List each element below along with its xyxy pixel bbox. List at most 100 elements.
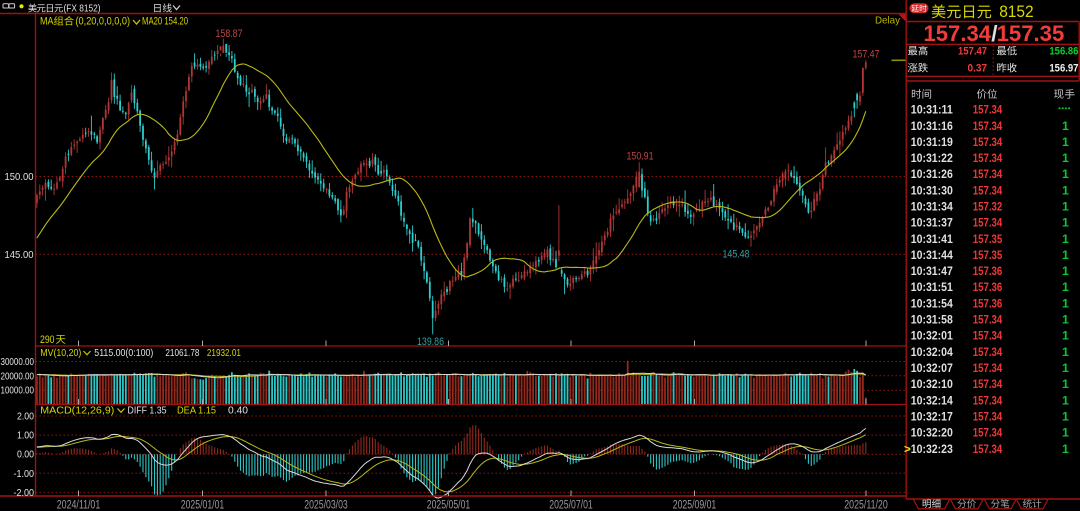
- svg-text:10:31:44: 10:31:44: [911, 248, 953, 262]
- svg-text:0.40: 0.40: [228, 405, 248, 417]
- svg-text:2024/11/01: 2024/11/01: [57, 500, 101, 511]
- svg-text:1: 1: [1062, 426, 1069, 440]
- svg-text:10:32:14: 10:32:14: [911, 393, 953, 407]
- svg-text:157.34: 157.34: [973, 119, 1003, 133]
- svg-text:10:31:30: 10:31:30: [911, 183, 953, 197]
- svg-text:1.00: 1.00: [17, 431, 34, 442]
- svg-text:10:31:34: 10:31:34: [911, 200, 953, 214]
- svg-text:290: 290: [40, 334, 55, 346]
- svg-text:-2.00: -2.00: [14, 488, 35, 499]
- svg-text:5115.00(0:100): 5115.00(0:100): [94, 347, 153, 359]
- svg-text:1: 1: [1062, 135, 1069, 149]
- svg-text:10:32:20: 10:32:20: [911, 426, 953, 440]
- svg-text:DEA 1.15: DEA 1.15: [177, 405, 216, 417]
- svg-text:1: 1: [1062, 377, 1069, 391]
- svg-text:158.87: 158.87: [216, 28, 243, 40]
- svg-text:1: 1: [1062, 345, 1069, 359]
- svg-text:10:32:17: 10:32:17: [911, 409, 953, 423]
- svg-text:10:31:41: 10:31:41: [911, 232, 953, 246]
- svg-text:157.36: 157.36: [973, 264, 1003, 278]
- svg-text:10:31:19: 10:31:19: [911, 135, 953, 149]
- svg-text:10:31:54: 10:31:54: [911, 296, 953, 310]
- svg-text:10:31:51: 10:31:51: [911, 280, 953, 294]
- svg-text:MACD(12,26,9): MACD(12,26,9): [40, 405, 114, 417]
- svg-text:0.37: 0.37: [968, 63, 988, 75]
- svg-text:/: /: [991, 21, 998, 46]
- svg-text:10:32:10: 10:32:10: [911, 377, 953, 391]
- svg-text:21932.01: 21932.01: [207, 347, 241, 359]
- svg-text:1: 1: [1062, 167, 1069, 181]
- svg-text:2025/07/01: 2025/07/01: [549, 500, 593, 511]
- svg-text:157.36: 157.36: [973, 280, 1003, 294]
- svg-text:145.00: 145.00: [5, 249, 34, 261]
- svg-text:1: 1: [1062, 232, 1069, 246]
- svg-text:157.34: 157.34: [973, 409, 1003, 423]
- svg-text:2025/05/01: 2025/05/01: [427, 500, 471, 511]
- svg-text:(0,20,0,0,0,0): (0,20,0,0,0,0): [76, 16, 131, 28]
- svg-text:1: 1: [1062, 280, 1069, 294]
- svg-text:157.34: 157.34: [973, 183, 1003, 197]
- svg-text:-1.00: -1.00: [14, 469, 35, 480]
- svg-text:150.00: 150.00: [5, 171, 34, 183]
- svg-text:156.97: 156.97: [1049, 63, 1078, 75]
- svg-text:1: 1: [1062, 393, 1069, 407]
- svg-text:1: 1: [1062, 329, 1069, 343]
- svg-text:2.00: 2.00: [17, 411, 34, 422]
- svg-text:139.86: 139.86: [417, 336, 444, 348]
- svg-text:2025/11/20: 2025/11/20: [844, 500, 888, 511]
- svg-text:10:31:16: 10:31:16: [911, 119, 953, 133]
- svg-text:30000.00: 30000.00: [1, 357, 35, 368]
- svg-text:157.34: 157.34: [973, 442, 1003, 456]
- svg-text:157.47: 157.47: [958, 46, 987, 58]
- svg-text:10:31:11: 10:31:11: [911, 103, 953, 117]
- svg-text:2025/09/01: 2025/09/01: [673, 500, 717, 511]
- svg-text:157.34: 157.34: [973, 377, 1003, 391]
- svg-text:157.35: 157.35: [997, 21, 1065, 46]
- svg-text:1: 1: [1062, 183, 1069, 197]
- svg-text:2025/01/01: 2025/01/01: [181, 500, 225, 511]
- svg-text:0.00: 0.00: [17, 450, 34, 461]
- svg-text:>: >: [904, 444, 911, 456]
- svg-text:10000.00: 10000.00: [1, 386, 35, 397]
- svg-text:1: 1: [1062, 248, 1069, 262]
- svg-text:2025/03/03: 2025/03/03: [304, 500, 348, 511]
- svg-text:157.35: 157.35: [973, 248, 1003, 262]
- svg-text:157.34: 157.34: [924, 21, 992, 46]
- svg-text:10:31:37: 10:31:37: [911, 216, 953, 230]
- svg-text:157.34: 157.34: [973, 329, 1003, 343]
- svg-text:150.91: 150.91: [627, 151, 654, 163]
- svg-text:10:32:01: 10:32:01: [911, 329, 953, 343]
- svg-text:10:31:26: 10:31:26: [911, 167, 953, 181]
- svg-text:MA: MA: [40, 16, 54, 28]
- svg-text:157.34: 157.34: [973, 393, 1003, 407]
- svg-text:157.34: 157.34: [973, 345, 1003, 359]
- svg-text:157.32: 157.32: [973, 200, 1003, 214]
- svg-text:10:31:58: 10:31:58: [911, 313, 953, 327]
- svg-text:MV(10,20): MV(10,20): [40, 347, 81, 359]
- svg-text:156.86: 156.86: [1049, 46, 1078, 58]
- svg-text:21061.78: 21061.78: [165, 347, 199, 359]
- svg-text:157.34: 157.34: [973, 361, 1003, 375]
- svg-text:157.34: 157.34: [973, 103, 1003, 117]
- svg-text:1: 1: [1062, 313, 1069, 327]
- svg-text:1: 1: [1062, 151, 1069, 165]
- svg-text:157.47: 157.47: [853, 49, 880, 61]
- svg-text:10:32:07: 10:32:07: [911, 361, 953, 375]
- svg-text:157.34: 157.34: [973, 135, 1003, 149]
- svg-text:10:31:22: 10:31:22: [911, 151, 953, 165]
- svg-text:10:32:23: 10:32:23: [911, 442, 953, 456]
- svg-text:1: 1: [1062, 442, 1069, 456]
- svg-text:157.34: 157.34: [973, 426, 1003, 440]
- svg-text:145.48: 145.48: [723, 249, 750, 261]
- svg-text:157.34: 157.34: [973, 216, 1003, 230]
- svg-text:157.36: 157.36: [973, 296, 1003, 310]
- svg-text:1: 1: [1062, 119, 1069, 133]
- svg-text:20000.00: 20000.00: [1, 371, 35, 382]
- svg-text:157.34: 157.34: [973, 313, 1003, 327]
- svg-text:1: 1: [1062, 361, 1069, 375]
- svg-text:8152: 8152: [999, 3, 1033, 21]
- svg-text:157.34: 157.34: [973, 151, 1003, 165]
- svg-text:1: 1: [1062, 409, 1069, 423]
- svg-text:MA20 154.20: MA20 154.20: [142, 16, 188, 28]
- svg-text:157.34: 157.34: [973, 167, 1003, 181]
